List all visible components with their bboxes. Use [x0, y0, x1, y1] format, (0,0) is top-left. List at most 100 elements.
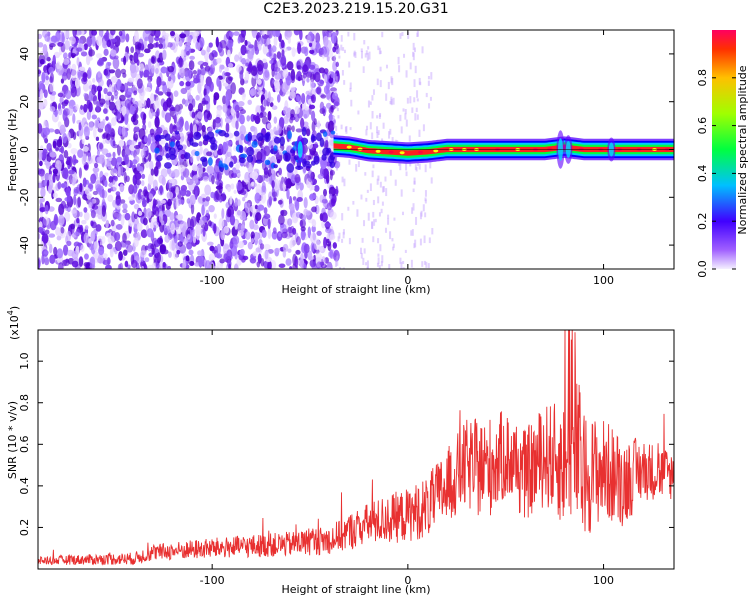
- spectrogram-cell: [136, 165, 144, 172]
- spectrogram-cell: [38, 69, 42, 75]
- spectrogram-cell: [415, 216, 418, 225]
- spectrogram-cell: [326, 31, 333, 38]
- spectrogram-cell: [362, 257, 365, 265]
- spectrogram-cell: [60, 145, 65, 154]
- spectrogram-cell: [273, 197, 277, 202]
- spectrogram-cell: [235, 110, 240, 119]
- spectrogram-track-peak: [388, 150, 394, 154]
- spectrogram-cell: [337, 115, 340, 119]
- spectrogram-cell: [389, 169, 392, 176]
- spectrogram-cell: [154, 134, 162, 142]
- spectrogram-cell: [388, 131, 391, 139]
- spectrogram-cell: [170, 135, 176, 143]
- spectrogram-cell: [192, 235, 197, 244]
- spectrogram-cell: [41, 218, 47, 229]
- spectrogram-cell: [155, 160, 161, 168]
- spectrogram-cell: [289, 91, 296, 100]
- spectrogram-cell: [199, 145, 203, 155]
- spectrogram-cell: [221, 208, 225, 220]
- spectrogram-cell: [292, 227, 297, 235]
- spectrogram-cell: [97, 89, 102, 102]
- spectrogram-cell: [165, 34, 169, 47]
- spectrogram-cell: [278, 53, 286, 63]
- spectrogram-cell: [92, 167, 100, 173]
- spectrogram-cell: [324, 222, 332, 227]
- spectrogram-cell: [65, 187, 71, 197]
- spectrogram-cell: [228, 263, 232, 269]
- snr-x-tick-label: 0: [404, 574, 411, 587]
- spectrogram-cell: [235, 135, 241, 141]
- spectrogram-cell: [131, 259, 138, 269]
- spectrogram-cell: [264, 69, 270, 78]
- spectrogram-cell: [248, 44, 254, 49]
- spectrogram-cell: [164, 234, 170, 243]
- spectrogram-cell: [336, 107, 339, 112]
- spectrogram-cell: [363, 220, 366, 227]
- spectrogram-cell: [273, 164, 278, 169]
- spectrogram-cell: [340, 124, 343, 130]
- spectrogram-cell: [62, 110, 68, 122]
- spectrogram-cell: [186, 176, 191, 183]
- spectrogram-cell: [140, 229, 148, 239]
- spectrogram-cell: [343, 80, 346, 85]
- spectrogram-cell: [158, 43, 163, 49]
- spectrogram-cell: [79, 224, 84, 236]
- spectrogram-cell: [377, 45, 380, 51]
- spectrogram-cell: [168, 170, 176, 178]
- spectrogram-cell: [187, 94, 192, 100]
- spectrogram-cell: [58, 214, 65, 226]
- spectrogram-cell: [174, 226, 182, 235]
- spectrogram-cell: [250, 231, 255, 239]
- spectrogram-cell: [405, 119, 408, 127]
- spectrogram-cell: [201, 216, 208, 222]
- spectrogram-cell: [142, 189, 149, 197]
- spectrogram-cell: [418, 163, 421, 170]
- spectrogram-cell: [185, 35, 192, 47]
- spectrogram-cell: [392, 243, 395, 248]
- spectrogram-cell: [173, 90, 179, 97]
- spectrogram-cell: [87, 156, 93, 165]
- spectrogram-cell: [267, 110, 272, 121]
- spectrogram-cell: [88, 90, 93, 103]
- spectrogram-cell: [76, 217, 80, 224]
- spectrogram-cell: [173, 114, 177, 124]
- spectrogram-cell: [155, 96, 160, 106]
- spectrogram-cell: [350, 99, 353, 107]
- spectrogram-cell: [257, 79, 262, 85]
- spectrogram-cell: [419, 238, 422, 246]
- spectrogram-cell: [158, 174, 165, 184]
- snr-x-ticks: -100 0 100: [200, 330, 614, 587]
- spectrogram-cell: [275, 30, 281, 38]
- spectrogram-cell: [53, 246, 58, 256]
- spectrogram-cell: [103, 68, 109, 76]
- spectrogram-cell: [92, 95, 98, 105]
- spectrogram-cell: [424, 199, 427, 204]
- spectrogram-cell: [330, 211, 337, 220]
- spectrogram-cell: [404, 249, 407, 253]
- spectrogram-cell: [133, 237, 139, 248]
- spectrogram-cell: [59, 31, 65, 43]
- spectrogram-cell: [337, 236, 340, 242]
- spectrogram-cell: [409, 62, 412, 70]
- spectrogram-cell: [180, 135, 185, 142]
- spectrogram-cell: [418, 129, 421, 137]
- spectrogram-cell: [321, 212, 328, 223]
- spectrogram-cell: [379, 80, 382, 88]
- spectrogram-cell: [166, 97, 172, 108]
- spectrogram-cell: [115, 79, 122, 91]
- spectrogram-cell: [98, 246, 105, 256]
- spectrogram-cell: [299, 182, 304, 191]
- spectrogram-cell: [191, 142, 199, 147]
- spectrogram-cell: [106, 243, 113, 250]
- spectrogram-cell: [365, 129, 368, 136]
- spectrogram-cell: [177, 199, 185, 205]
- spectrogram-cell: [325, 102, 332, 109]
- spectrogram-cell: [68, 52, 72, 59]
- spectrogram-cell: [207, 220, 212, 227]
- spectrogram-cell: [211, 249, 217, 254]
- spectrogram-cell: [114, 232, 121, 242]
- spectrogram-cell: [240, 153, 248, 159]
- spectrogram-cell: [286, 124, 292, 132]
- spectrogram-cell: [149, 128, 155, 136]
- spectrogram-cell: [357, 161, 360, 168]
